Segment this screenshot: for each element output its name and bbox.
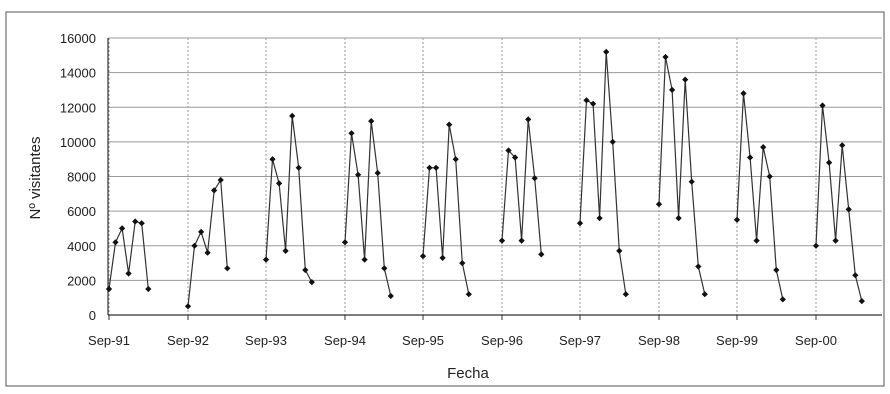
data-point <box>361 256 368 263</box>
data-point <box>138 220 145 227</box>
data-point <box>589 100 597 107</box>
series-line-sep-00 <box>815 105 863 302</box>
data-point <box>779 296 786 303</box>
y-tick-label: 0 <box>89 308 96 323</box>
x-tick-label: Sep-00 <box>795 333 837 348</box>
data-point <box>498 237 506 244</box>
data-point <box>262 256 270 263</box>
y-tick-label: 12000 <box>60 100 96 115</box>
data-point <box>191 242 198 249</box>
series-line-sep-99 <box>736 93 784 300</box>
x-tick-label: Sep-95 <box>402 333 444 348</box>
x-tick-label: Sep-92 <box>167 333 209 348</box>
series <box>105 48 865 310</box>
x-tick-label: Sep-99 <box>716 333 758 348</box>
y-axis-label: Nº visitantes <box>27 136 44 219</box>
y-tick-label: 8000 <box>67 170 96 185</box>
data-point <box>217 176 224 184</box>
data-point <box>125 270 132 277</box>
x-tick-label: Sep-93 <box>245 333 287 348</box>
y-tick-label: 16000 <box>60 31 96 46</box>
y-tick-label: 4000 <box>67 239 96 254</box>
y-tick-label: 2000 <box>67 273 96 288</box>
x-tick-label: Sep-94 <box>324 333 366 348</box>
series-line-sep-98 <box>658 56 706 295</box>
data-point <box>419 252 427 260</box>
x-tick-label: Sep-91 <box>88 333 130 348</box>
data-point <box>668 86 676 94</box>
series-line-sep-94 <box>344 121 392 297</box>
data-point <box>132 218 139 225</box>
y-tick-label: 10000 <box>60 135 96 150</box>
data-point <box>538 251 545 258</box>
y-tick-label: 6000 <box>67 204 96 219</box>
data-point <box>465 291 472 298</box>
data-point <box>381 265 388 272</box>
data-point <box>112 239 119 246</box>
data-point <box>459 259 466 267</box>
y-tick-label: 14000 <box>60 66 96 81</box>
x-axis-label: Fecha <box>447 365 489 382</box>
x-tick-label: Sep-96 <box>481 333 523 348</box>
series-line-sep-93 <box>265 115 313 283</box>
axes: 0 2000 4000 6000 8000 10000 12000 14000 16000 Sep… <box>60 31 882 348</box>
x-tick-label: Sep-98 <box>638 333 680 348</box>
data-point <box>308 278 315 286</box>
data-point <box>387 292 394 300</box>
x-tick-label: Sep-97 <box>559 333 601 348</box>
data-point <box>302 266 309 274</box>
data-point <box>118 225 126 232</box>
